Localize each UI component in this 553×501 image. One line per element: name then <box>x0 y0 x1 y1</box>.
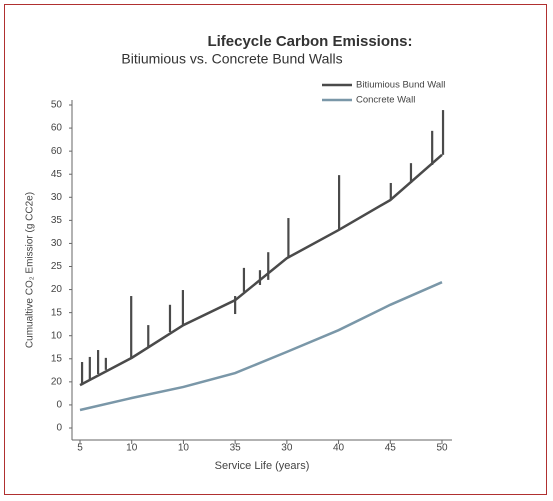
x-tick-label: 45 <box>385 443 397 454</box>
y-tick-label: 45 <box>51 169 63 180</box>
y-tick-label: 0 <box>56 400 62 411</box>
x-tick-label: 50 <box>436 443 448 454</box>
y-tick-label: 35 <box>51 215 63 226</box>
legend-label: Bitiumious Bund Wall <box>356 80 445 91</box>
y-tick-label: 15 <box>51 307 63 318</box>
y-tick-label: 60 <box>51 123 63 134</box>
y-tick-label: 20 <box>51 376 63 387</box>
y-tick-label: 25 <box>51 261 63 272</box>
y-tick-label: 30 <box>51 192 63 203</box>
x-tick-label: 10 <box>178 443 190 454</box>
y-tick-label: 10 <box>51 330 63 341</box>
line <box>79 153 443 387</box>
y-tick-label: 20 <box>51 284 63 295</box>
y-axis-label: Cumualtive CO₂ Emissior (g CC2e) <box>25 192 36 348</box>
y-tick-label: 50 <box>51 100 63 111</box>
x-tick-label: 5 <box>77 443 83 454</box>
chart-title: Lifecycle Carbon Emissions: <box>207 33 412 50</box>
y-tick-label: 30 <box>51 238 63 249</box>
y-tick-label: 0 <box>56 423 62 434</box>
x-tick-label: 40 <box>333 443 345 454</box>
chart-subtitle: Bitiumious vs. Concrete Bund Walls <box>121 51 342 67</box>
y-tick-label: 15 <box>51 353 63 364</box>
legend-label: Concrete Wall <box>356 95 415 106</box>
x-tick-label: 30 <box>281 443 293 454</box>
line <box>79 281 443 412</box>
x-tick-label: 10 <box>126 443 138 454</box>
x-axis-label: Service Life (years) <box>215 460 310 472</box>
x-tick-label: 35 <box>230 443 242 454</box>
frame <box>4 4 547 495</box>
y-tick-label: 60 <box>51 146 63 157</box>
